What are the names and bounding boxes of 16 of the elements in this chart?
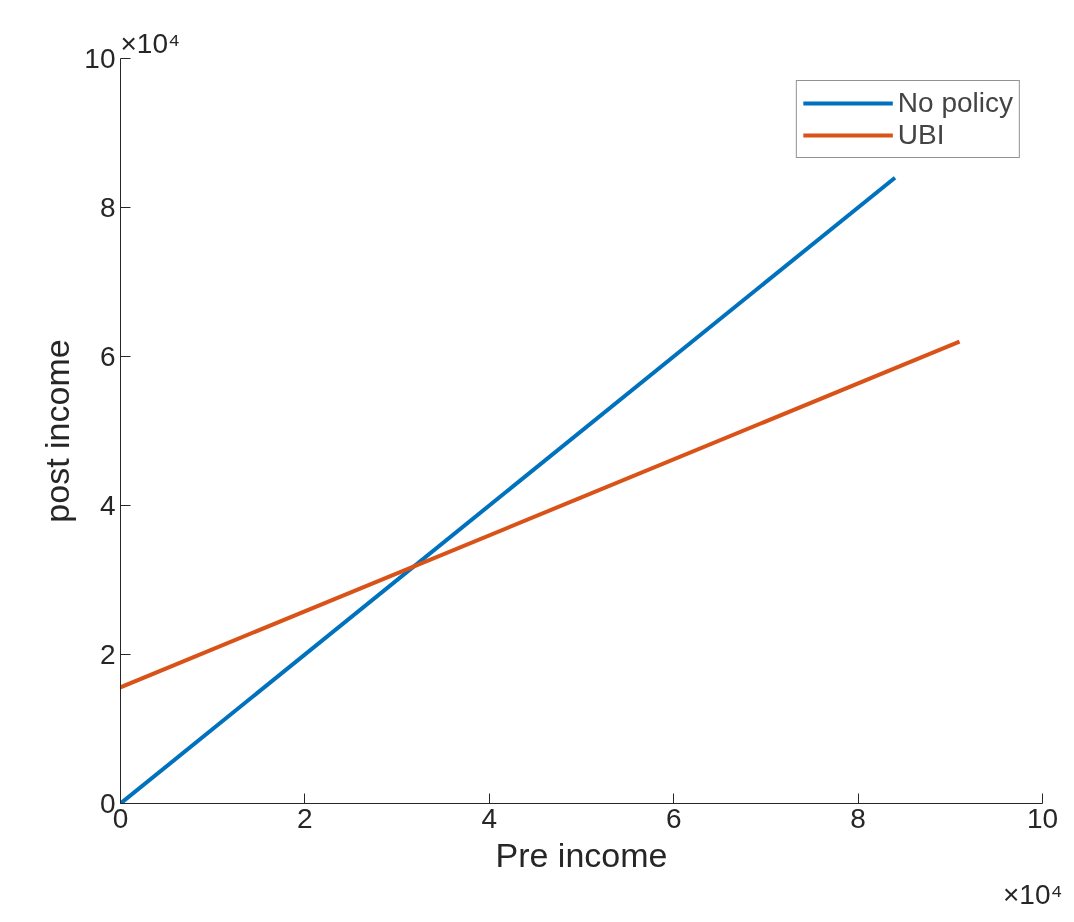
y-tick-label: 2 — [99, 639, 116, 670]
y-tick-label: 6 — [99, 341, 116, 372]
legend-label: UBI — [897, 119, 945, 151]
x-tick-label: 2 — [297, 802, 313, 834]
y-tick-label: 8 — [99, 192, 116, 223]
x-tick-label: 10 — [1026, 802, 1059, 834]
text: ×10⁴ — [1002, 878, 1063, 910]
annotation: ×10⁴ — [120, 27, 181, 59]
y-tick-label: 10 — [84, 43, 116, 74]
x-tick-label: 8 — [850, 802, 866, 834]
y-axis-title: post income — [38, 339, 77, 523]
x-tick-label: 4 — [481, 802, 498, 834]
y-tick-label: 4 — [99, 490, 116, 521]
x-axis-title: Pre income — [495, 835, 668, 874]
x-tick-label: 6 — [665, 802, 682, 834]
legend-label: No policy — [897, 87, 1013, 119]
